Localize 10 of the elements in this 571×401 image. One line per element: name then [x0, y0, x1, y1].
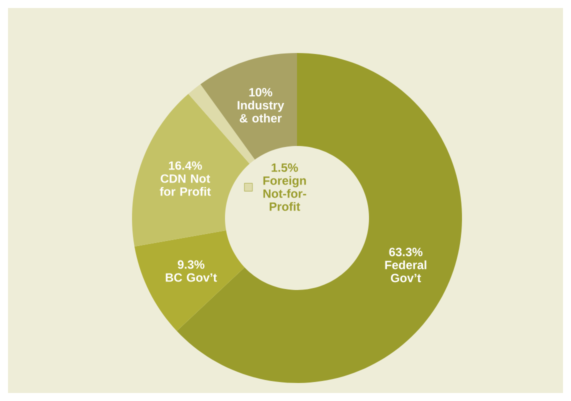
slice-label: CDN Not for Profit — [160, 174, 211, 196]
data-label: 16.4% — [168, 161, 202, 170]
slice-label: BC Gov’t — [166, 273, 217, 282]
data-label: 1.5% — [272, 163, 298, 172]
slice-label: Industry & other — [238, 100, 284, 122]
data-label: 10% — [249, 88, 272, 96]
slice-label: Federal Gov’t — [385, 260, 426, 282]
data-label: 63.3% — [389, 248, 422, 256]
data-label: 9.3% — [178, 260, 204, 269]
legend-label: Foreign Not-for-Profit — [263, 176, 306, 211]
